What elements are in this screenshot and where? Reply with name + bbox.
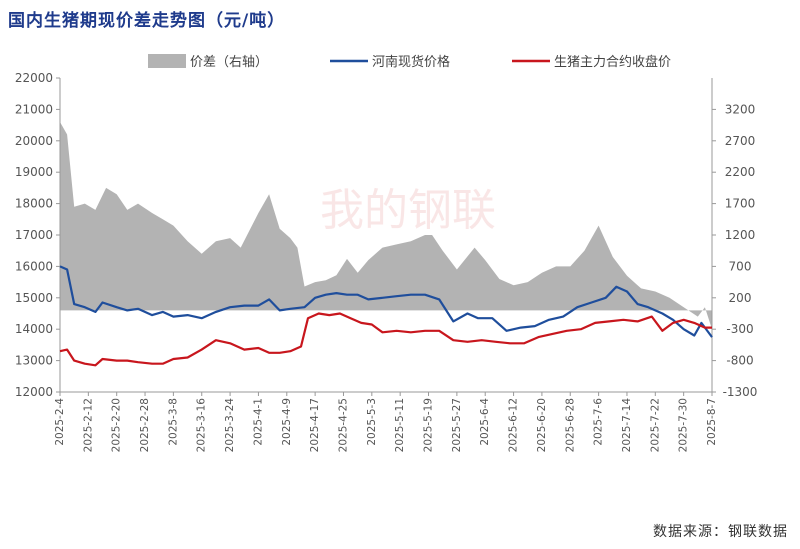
- left-tick-label: 12000: [15, 385, 53, 399]
- x-tick-label: 2025-3-16: [196, 398, 208, 453]
- x-tick-label: 2025-3-8: [167, 398, 179, 446]
- x-tick-label: 2025-2-4: [54, 398, 66, 446]
- left-tick-label: 19000: [15, 165, 53, 179]
- x-tick-label: 2025-7-6: [593, 398, 605, 446]
- data-source: 数据来源：钢联数据: [653, 524, 788, 540]
- right-tick-label: -1300: [723, 385, 758, 399]
- right-tick-label: 200: [729, 291, 752, 305]
- left-tick-label: 21000: [15, 102, 53, 116]
- right-tick-label: -300: [726, 322, 753, 336]
- x-tick-label: 2025-2-28: [139, 398, 151, 452]
- legend-henan-spot-label: 河南现货价格: [372, 54, 450, 70]
- x-tick-label: 2025-6-28: [564, 398, 576, 452]
- x-tick-label: 2025-5-3: [366, 398, 378, 446]
- x-tick-label: 2025-5-19: [423, 398, 435, 452]
- x-tick-label: 2025-6-4: [479, 398, 491, 446]
- watermark: 我的钢联: [320, 185, 496, 236]
- left-tick-label: 15000: [15, 291, 53, 305]
- left-tick-label: 17000: [15, 228, 53, 242]
- legend-spread-label: 价差（右轴）: [190, 55, 268, 70]
- x-tick-label: 2025-6-20: [536, 398, 548, 452]
- right-tick-label: 3200: [725, 102, 756, 116]
- axes-layer: 12000 13000 14000 15000 16000 17000 18000 19000…: [15, 71, 758, 452]
- spread-area-layer: [60, 122, 712, 330]
- spread-area: [60, 122, 712, 330]
- left-tick-label: 16000: [15, 259, 53, 273]
- price-line-layer: [59, 265, 713, 367]
- x-tick-label: 2025-7-22: [649, 398, 661, 452]
- legend-spread-swatch: [148, 54, 186, 68]
- x-tick-label: 2025-7-30: [678, 398, 690, 452]
- futures-close-price-line: [59, 312, 712, 367]
- henan-spot-price-line: [59, 265, 713, 338]
- x-tick-label: 2025-5-11: [394, 398, 406, 452]
- right-tick-label: -800: [726, 354, 753, 368]
- x-tick-label: 2025-4-25: [337, 398, 349, 452]
- x-tick-label: 2025-4-1: [252, 398, 264, 446]
- right-tick-label: 1700: [725, 197, 756, 211]
- left-tick-label: 18000: [15, 197, 53, 211]
- right-tick-label: 700: [729, 259, 752, 273]
- x-tick-label: 2025-5-27: [451, 398, 463, 452]
- x-tick-label: 2025-7-14: [621, 398, 633, 453]
- watermark-text: 我的钢联: [320, 185, 496, 236]
- x-tick-label: 2025-6-12: [508, 398, 520, 452]
- x-tick-label: 2025-4-9: [281, 398, 293, 446]
- right-tick-label: 2200: [725, 165, 756, 179]
- right-tick-label: 2700: [725, 134, 756, 148]
- left-tick-label: 14000: [15, 322, 53, 336]
- x-tick-label: 2025-2-20: [111, 398, 123, 452]
- chart-title: 国内生猪期现价差走势图（元/吨）: [8, 11, 286, 31]
- right-tick-label: 1200: [725, 228, 756, 242]
- x-tick-label: 2025-8-7: [706, 398, 718, 446]
- left-tick-label: 22000: [15, 71, 53, 85]
- legend-futures-close-label: 生猪主力合约收盘价: [554, 54, 671, 70]
- x-tick-label: 2025-2-12: [82, 398, 94, 452]
- legend: 价差（右轴） 河南现货价格 生猪主力合约收盘价: [148, 54, 671, 70]
- left-tick-label: 20000: [15, 134, 53, 148]
- x-tick-label: 2025-3-24: [224, 398, 236, 453]
- left-tick-label: 13000: [15, 354, 53, 368]
- x-tick-label: 2025-4-17: [309, 398, 321, 452]
